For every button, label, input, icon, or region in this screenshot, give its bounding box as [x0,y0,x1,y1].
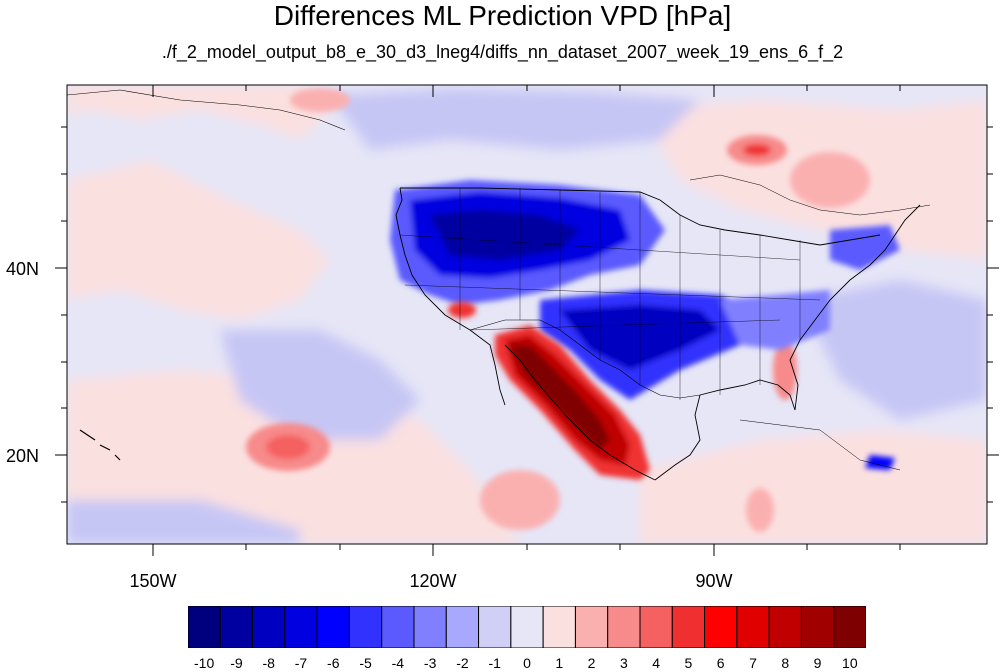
colorbar-box [445,606,480,648]
colorbar-tick-label: -7 [294,655,308,671]
colorbar-box [478,606,512,648]
lat-label-40n: 40N [6,259,40,279]
colorbar-tick-label: 9 [813,655,822,671]
colorbar-tick-label: 8 [781,655,790,671]
colorbar-box [542,606,576,648]
blue-zone-north [330,88,700,150]
colorbar-tick-label: -9 [230,655,243,671]
colorbar-tick-label: 10 [842,655,858,671]
lon-label-90w: 90W [695,571,733,591]
colorbar-box [639,606,673,648]
coastlines [67,89,931,481]
colorbar-box [219,606,254,648]
pink-zone-west [67,160,330,320]
colorbar-tick-label: 7 [749,655,757,671]
colorbar [188,606,866,648]
colorbar-box [284,606,318,648]
colorbar-tick-label: 5 [684,655,693,671]
blue-zone-pacific [220,330,420,440]
colorbar-box [704,606,738,648]
colorbar-box [316,606,350,648]
pink-zone-northwest [67,85,330,140]
colorbar-box [607,606,641,648]
colorbar-box [381,606,415,648]
colorbar-tick-label: 4 [652,655,661,671]
colorbar-box [413,606,447,648]
colorbar-tick-label: -4 [391,655,405,671]
colorbar-box [348,606,383,648]
chart-title: Differences ML Prediction VPD [hPa] [273,0,732,31]
colorbar-box [768,606,802,648]
lat-label-20n: 20N [6,446,40,466]
colorbar-tick-label: -10 [194,655,215,671]
colorbar-tick-label: -3 [423,655,437,671]
colorbar-box [188,606,221,648]
colorbar-box [671,606,706,648]
blue-zone-atlantic [800,280,987,420]
colorbar-tick-label: 3 [619,655,628,671]
colorbar-box [574,606,609,648]
pink-zone-southeast [640,430,987,544]
colorbar-tick-label: 2 [587,655,596,671]
colorbar-tick-label: -6 [327,655,340,671]
colorbar-tick-label: -5 [359,655,372,671]
colorbar-tick-label: 6 [716,655,725,671]
colorbar-box [252,606,286,648]
colorbar-box [800,606,835,648]
colorbar-box [510,606,544,648]
lon-label-150w: 150W [129,571,177,591]
colorbar-tick-label: 1 [555,655,564,671]
lon-label-120w: 120W [409,571,457,591]
colorbar-tick-label: -2 [456,655,469,671]
colorbar-tick-label: -8 [262,655,275,671]
colorbar-box [833,606,866,648]
colorbar-tick-label: 0 [523,655,531,671]
axis-ticks [55,85,999,556]
chart-subtitle: ./f_2_model_output_b8_e_30_d3_lneg4/diff… [161,42,844,62]
colorbar-box [736,606,770,648]
map-field [67,85,987,544]
colorbar-tick-label: -1 [488,655,501,671]
blue-zone-southwest [67,500,300,544]
